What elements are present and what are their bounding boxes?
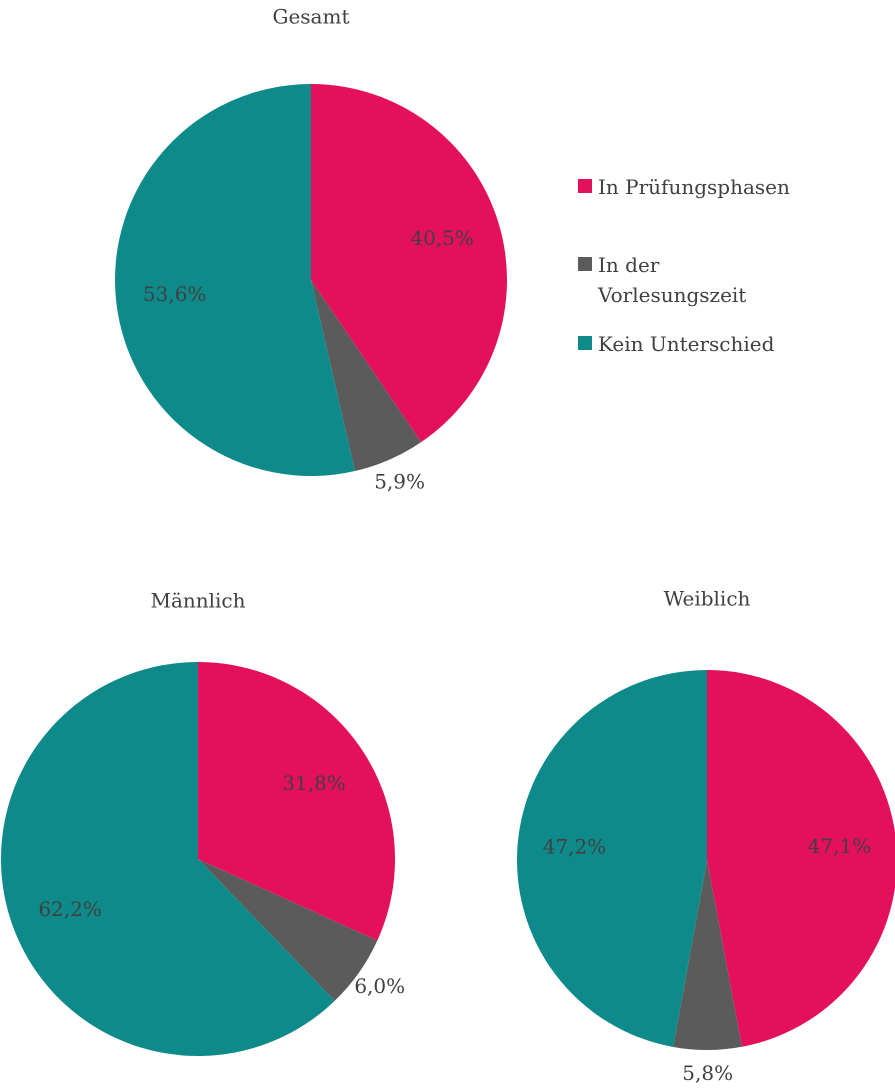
legend-label: Kein Unterschied [598,332,775,356]
legend-item: In der Vorlesungszeit [578,250,746,310]
legend-label: In der Vorlesungszeit [598,253,747,307]
data-label: 6,0% [354,974,405,998]
data-label: 5,8% [682,1061,733,1085]
legend-label: In Prüfungsphasen [598,175,790,199]
legend-item: In Prüfungsphasen [578,172,838,202]
pie-slice [673,860,742,1050]
pie-slice [115,84,355,476]
data-label: 53,6% [143,282,207,306]
chart-title: Gesamt [272,5,349,29]
data-label: 5,9% [374,469,425,493]
pie-slice [517,670,707,1047]
chart-title: Weiblich [664,587,751,611]
data-label: 47,2% [543,835,607,859]
pie-slice [311,84,507,443]
pie-slice [707,670,895,1047]
pie-slice [311,280,422,472]
pie-slice [1,661,335,1056]
data-label: 40,5% [410,226,474,250]
legend-swatch [578,179,592,193]
data-label: 62,2% [38,897,102,921]
pie-slice [198,662,395,941]
legend-swatch [578,336,592,350]
data-label: 31,8% [282,771,346,795]
data-label: 47,1% [808,834,872,858]
chart-title: Männlich [150,589,245,613]
legend-swatch [578,257,592,271]
legend-item: Kein Unterschied [578,329,838,359]
pie-slice [198,859,378,1001]
